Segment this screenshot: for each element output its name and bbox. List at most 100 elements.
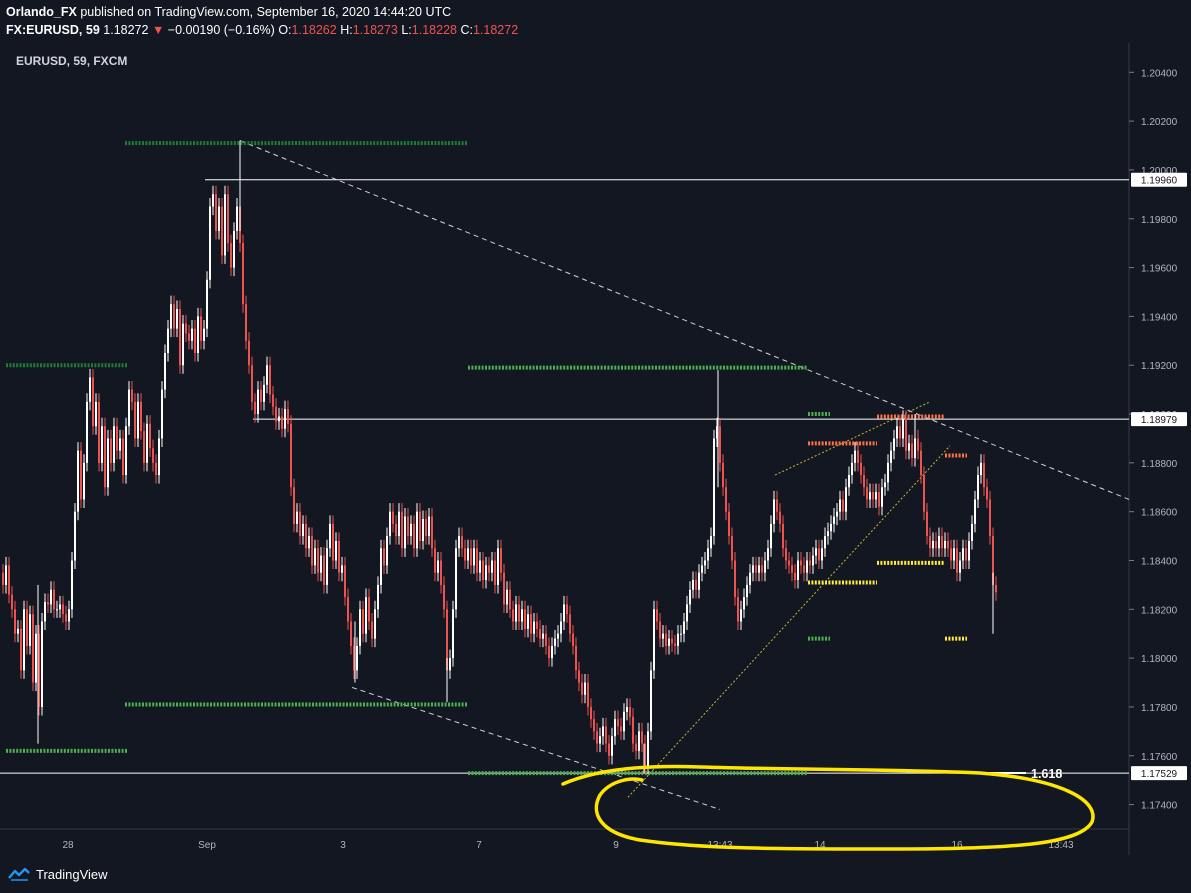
footer-brand[interactable]: TradingView (36, 866, 108, 882)
candle-body (92, 377, 94, 427)
candle-body (815, 548, 817, 556)
candle-body (26, 609, 28, 646)
candle-body (221, 206, 223, 256)
candle-body (761, 565, 763, 573)
candle-body (980, 462, 982, 476)
candle-body (212, 194, 214, 207)
candle-body (440, 560, 442, 585)
upper-trendline[interactable] (239, 140, 1130, 500)
candle-body (716, 426, 718, 439)
candle-body (419, 511, 421, 541)
candle-body (485, 565, 487, 581)
level-labels: 1.19960 1.18979 1.17529 (1131, 172, 1187, 781)
y-tick-label: 1.20400 (1141, 68, 1178, 79)
candle-body (476, 548, 478, 573)
candle-body (701, 565, 703, 573)
candle-body (674, 643, 676, 646)
candle-body (542, 633, 544, 639)
candle-body (455, 548, 457, 610)
candle-body (323, 555, 325, 585)
candle-body (353, 645, 355, 671)
candle-body (44, 601, 46, 622)
y-tick-label: 1.18200 (1141, 605, 1178, 616)
candle-body (872, 492, 874, 500)
candle-body (554, 638, 556, 646)
candle-body (680, 633, 682, 635)
highlight-ellipse[interactable] (561, 764, 1095, 851)
candle-body (47, 601, 49, 605)
y-tick-label: 1.18600 (1141, 508, 1178, 519)
candle-series (2, 140, 997, 775)
candle-body (509, 589, 511, 610)
candle-body (566, 604, 568, 615)
candle-body (677, 633, 679, 646)
candle-body (203, 328, 205, 341)
candle-body (371, 621, 373, 639)
candle-body (908, 443, 910, 451)
y-tick-label: 1.17800 (1141, 703, 1178, 714)
candle-body (665, 633, 667, 646)
candle-body (572, 633, 574, 646)
candle-body (860, 462, 862, 476)
candle-body (962, 548, 964, 561)
candle-body (101, 426, 103, 463)
candle-body (350, 621, 352, 646)
candle-body (290, 423, 292, 488)
candle-body (599, 736, 601, 744)
candle-body (722, 462, 724, 488)
candle-body (314, 548, 316, 566)
candle-body (833, 516, 835, 524)
candle-body (893, 438, 895, 451)
candle-body (968, 540, 970, 561)
tradingview-logo-icon[interactable] (8, 867, 30, 881)
candle-body (143, 431, 145, 463)
candle-body (515, 604, 517, 622)
candle-body (482, 560, 484, 581)
candle-body (197, 316, 199, 354)
candle-body (83, 462, 85, 500)
candle-body (944, 540, 946, 549)
rising-wedge-lower[interactable] (627, 445, 951, 798)
price-label-box (1131, 172, 1187, 187)
candle-body (605, 726, 607, 744)
candle-body (641, 731, 643, 744)
candle-body (920, 450, 922, 476)
rising-wedge-upper[interactable] (774, 401, 931, 476)
candle-body (623, 711, 625, 732)
candle-body (263, 384, 265, 402)
lower-trendline[interactable] (351, 686, 721, 810)
candle-body (179, 309, 181, 366)
candle-body (638, 731, 640, 751)
y-tick-label: 1.20000 (1141, 166, 1178, 177)
candle-body (743, 597, 745, 610)
candle-body (164, 353, 166, 390)
candle-body (755, 565, 757, 573)
candle-body (497, 548, 499, 585)
candle-body (386, 536, 388, 566)
candle-body (356, 645, 358, 671)
candle-body (116, 426, 118, 451)
candle-body (686, 604, 688, 622)
candle-body (173, 304, 175, 329)
candle-body (215, 194, 217, 231)
candle-body (857, 450, 859, 463)
candle-body (365, 597, 367, 634)
candle-body (149, 423, 151, 449)
candle-body (167, 328, 169, 354)
author-name[interactable]: Orlando_FX (6, 5, 77, 19)
candle-body (653, 609, 655, 671)
candle-body (470, 548, 472, 566)
fib-label: 1.618 (1031, 767, 1062, 781)
candle-body (257, 389, 259, 415)
footer-bar: TradingView (0, 862, 108, 886)
candle-body (317, 548, 319, 573)
y-tick-label: 1.17400 (1141, 801, 1178, 812)
candle-body (644, 743, 646, 766)
candle-body (308, 536, 310, 549)
price-chart[interactable]: 1.20400 1.20200 1.20000 1.19800 1.19600 1.194… (0, 43, 1191, 855)
candle-body (953, 548, 955, 561)
close-label: C: (460, 23, 473, 37)
candle-body (119, 438, 121, 451)
candle-body (698, 572, 700, 590)
candle-body (503, 572, 505, 605)
